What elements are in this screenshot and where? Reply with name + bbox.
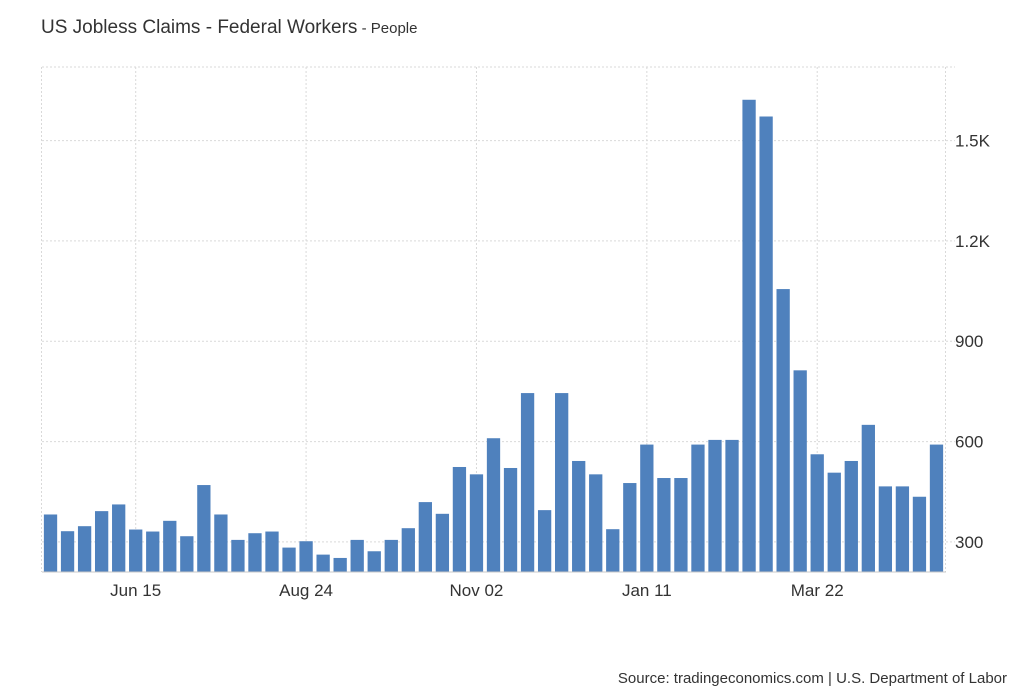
title-separator: - — [357, 20, 371, 37]
bar — [401, 528, 415, 572]
y-tick-label: 1.2K — [955, 232, 991, 251]
bar — [589, 474, 603, 572]
bar — [861, 424, 875, 572]
bar — [810, 454, 824, 572]
bar — [657, 478, 671, 572]
bar — [929, 444, 944, 572]
bar — [674, 478, 688, 572]
bar — [878, 486, 893, 572]
bar — [742, 99, 756, 573]
chart-title-row: US Jobless Claims - Federal Workers - Pe… — [41, 17, 417, 39]
source-attribution: Source: tradingeconomics.com | U.S. Depa… — [617, 670, 1007, 687]
bar — [895, 486, 910, 572]
bar — [180, 536, 194, 572]
x-axis-tick-labels: Jun 15 Aug 24 Nov 02 Jan 11 Mar 22 — [110, 581, 843, 600]
bar — [418, 502, 432, 572]
chart-unit: People — [370, 20, 418, 37]
bar — [572, 460, 586, 572]
bar — [282, 547, 296, 572]
x-tick-label: Nov 02 — [450, 581, 504, 600]
x-tick-label: Jun 15 — [110, 581, 161, 600]
bar — [844, 460, 858, 572]
bar — [469, 474, 484, 572]
bar — [265, 531, 279, 572]
bar — [112, 504, 126, 572]
bar — [555, 393, 569, 572]
bar — [435, 513, 450, 572]
bar — [367, 551, 381, 572]
bar — [43, 514, 58, 572]
bar — [129, 529, 143, 572]
bar — [606, 529, 620, 572]
bar — [384, 539, 398, 572]
y-tick-label: 300 — [955, 533, 983, 552]
x-tick-label: Aug 24 — [279, 581, 333, 600]
bar — [350, 539, 364, 572]
bar — [316, 554, 330, 572]
x-tick-label: Mar 22 — [791, 581, 844, 600]
bar — [759, 116, 773, 572]
bar — [452, 466, 467, 572]
bar — [77, 526, 92, 572]
x-tick-label: Jan 11 — [622, 581, 672, 600]
chart-title: US Jobless Claims - Federal Workers — [41, 17, 358, 38]
bar — [486, 438, 501, 572]
bar — [912, 496, 927, 572]
bar — [503, 467, 518, 572]
bar — [827, 472, 841, 572]
bar — [146, 531, 160, 572]
y-tick-label: 900 — [955, 332, 983, 351]
bar — [623, 483, 637, 572]
bar — [708, 439, 722, 572]
y-axis-tick-labels: 300 600 900 1.2K 1.5K — [955, 132, 991, 552]
bars — [42, 99, 946, 573]
bar — [537, 510, 552, 572]
bar — [299, 541, 313, 572]
bar — [691, 444, 705, 572]
bar — [197, 485, 211, 572]
bar — [333, 557, 347, 572]
y-tick-label: 1.5K — [955, 132, 991, 151]
bar — [793, 370, 807, 572]
bar — [94, 511, 109, 572]
bar — [60, 531, 75, 572]
bar — [776, 289, 790, 572]
y-tick-label: 600 — [955, 433, 983, 452]
bar — [520, 393, 535, 572]
bar — [248, 533, 262, 572]
bar — [231, 539, 245, 572]
bar-chart: 300 600 900 1.2K 1.5K Jun 15 Aug 24 Nov 02 Jan … — [41, 66, 991, 600]
bar — [725, 439, 739, 572]
bar — [640, 444, 654, 572]
bar — [163, 520, 177, 572]
bar — [214, 514, 228, 572]
